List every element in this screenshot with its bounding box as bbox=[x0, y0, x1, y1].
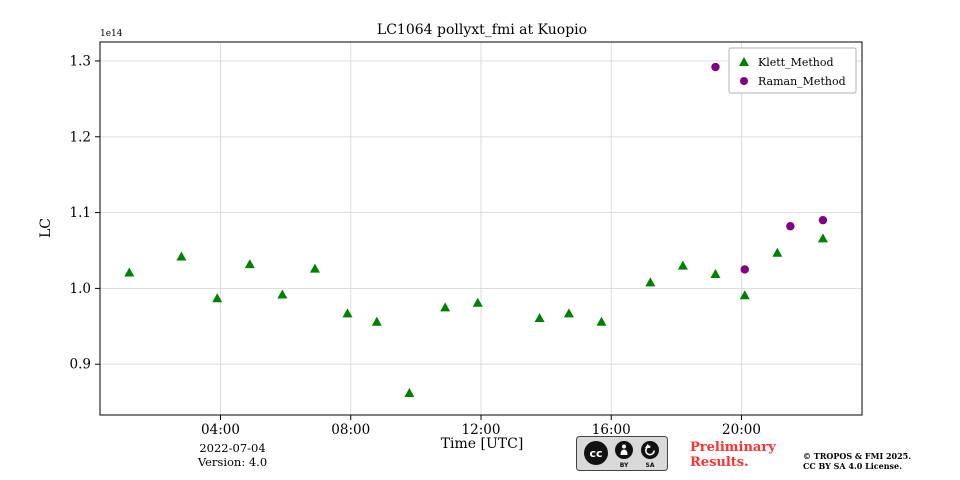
data-point-raman_method bbox=[711, 62, 720, 72]
data-point-klett_method bbox=[563, 308, 574, 318]
x-tick-label: 12:00 bbox=[462, 422, 501, 438]
date-label: 2022-07-04 bbox=[199, 441, 266, 455]
data-point-klett_method bbox=[677, 260, 688, 270]
legend-marker-klett_method bbox=[739, 57, 749, 66]
data-point-klett_method bbox=[472, 297, 483, 307]
data-point-raman_method bbox=[740, 265, 749, 274]
x-tick-label: 16:00 bbox=[592, 422, 631, 438]
date-version-block: 2022-07-04 Version: 4.0 bbox=[155, 441, 310, 469]
data-point-klett_method bbox=[124, 267, 135, 277]
legend-label-klett_method: Klett_Method bbox=[758, 56, 834, 69]
data-point-klett_method bbox=[371, 316, 382, 326]
data-point-klett_method bbox=[817, 233, 828, 243]
data-point-klett_method bbox=[534, 312, 545, 322]
cc-sa-icon: SA bbox=[641, 441, 659, 469]
x-axis-label: Time [UTC] bbox=[440, 436, 524, 452]
data-point-klett_method bbox=[739, 290, 750, 300]
cc-badge-by-text: BY bbox=[620, 462, 629, 469]
cc-by-sa-badge-image: cc BY SA bbox=[576, 436, 668, 471]
data-point-klett_method bbox=[244, 259, 255, 269]
data-point-raman_method bbox=[786, 222, 795, 231]
y-tick-label: 1.1 bbox=[70, 205, 91, 221]
legend-label-raman_method: Raman_Method bbox=[758, 75, 846, 88]
data-point-klett_method bbox=[645, 277, 656, 287]
preliminary-line1: Preliminary bbox=[690, 440, 776, 455]
cc-badge-cc-text: cc bbox=[589, 447, 602, 460]
cc-badge-sa-text: SA bbox=[646, 462, 655, 469]
y-tick-label: 0.9 bbox=[70, 357, 91, 373]
data-point-klett_method bbox=[309, 263, 320, 273]
x-tick-label: 20:00 bbox=[722, 422, 761, 438]
chart-title: LC1064 pollyxt_fmi at Kuopio bbox=[376, 22, 588, 38]
data-point-klett_method bbox=[772, 247, 783, 257]
data-point-klett_method bbox=[342, 308, 353, 318]
x-tick-label: 08:00 bbox=[331, 422, 370, 438]
version-label: Version: 4.0 bbox=[197, 455, 268, 469]
copyright-note: © TROPOS & FMI 2025. CC BY SA 4.0 Licens… bbox=[803, 451, 911, 471]
legend-marker-raman_method bbox=[740, 77, 748, 85]
copyright-line2: CC BY SA 4.0 License. bbox=[803, 461, 902, 471]
cc-icon: cc bbox=[584, 441, 608, 465]
y-axis-label: LC bbox=[38, 217, 54, 239]
data-point-klett_method bbox=[212, 293, 223, 303]
cc-by-icon: BY bbox=[615, 441, 633, 469]
y-tick-label: 1.3 bbox=[70, 53, 91, 69]
legend-box bbox=[728, 47, 857, 94]
data-point-raman_method bbox=[818, 215, 828, 225]
y-tick-label: 1.2 bbox=[70, 129, 91, 145]
data-point-klett_method bbox=[596, 316, 607, 326]
data-point-klett_method bbox=[277, 289, 288, 299]
cc-by-sa-badge: cc BY SA bbox=[576, 436, 668, 475]
y-tick-label: 1.0 bbox=[70, 281, 91, 297]
x-tick-label: 04:00 bbox=[201, 422, 240, 438]
data-point-klett_method bbox=[710, 268, 721, 278]
preliminary-results-note: Preliminary Results. bbox=[690, 440, 776, 470]
y-axis-offset-label: 1e14 bbox=[100, 29, 123, 39]
data-point-klett_method bbox=[176, 251, 187, 261]
preliminary-line2: Results. bbox=[690, 455, 749, 470]
data-point-klett_method bbox=[404, 388, 415, 398]
copyright-line1: © TROPOS & FMI 2025. bbox=[803, 451, 912, 461]
data-point-klett_method bbox=[440, 302, 451, 312]
